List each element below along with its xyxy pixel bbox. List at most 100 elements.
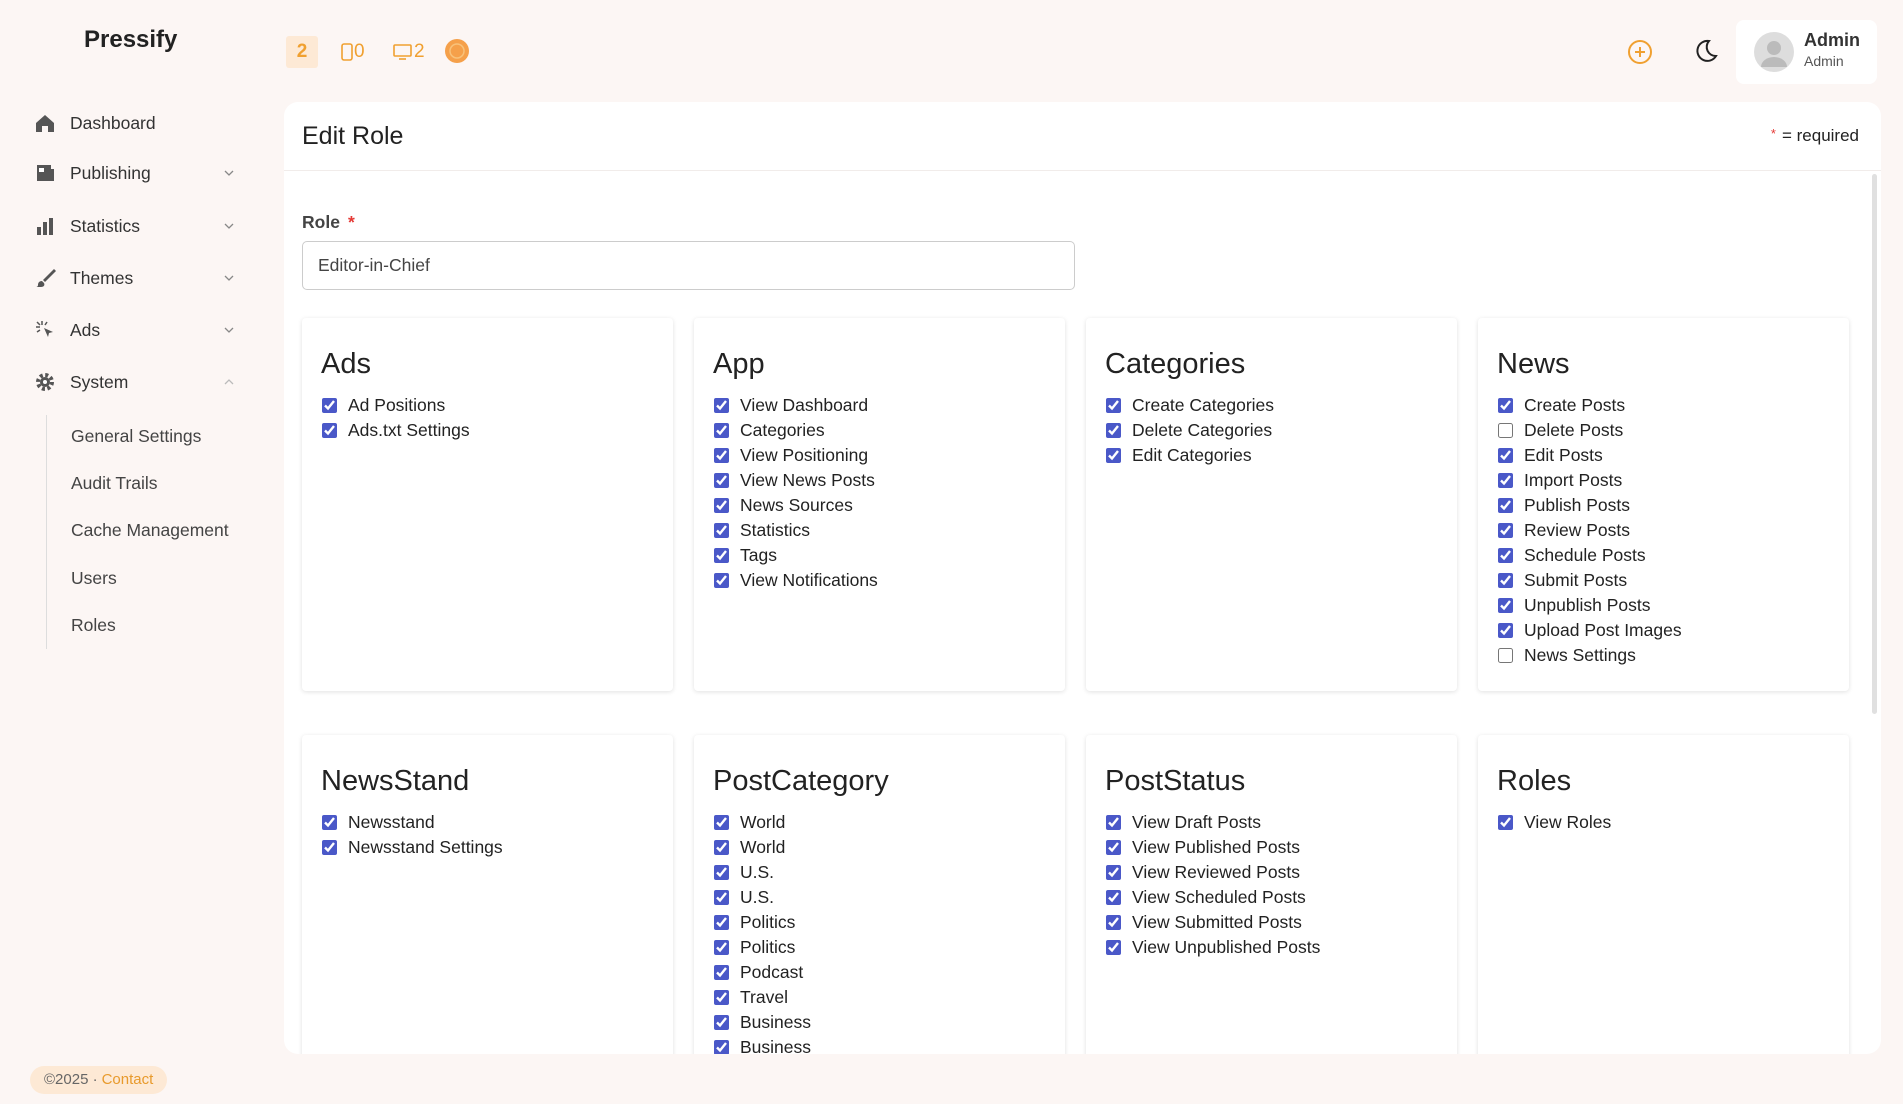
permission-row[interactable]: Politics bbox=[713, 910, 1046, 935]
permission-checkbox[interactable] bbox=[322, 398, 337, 413]
permission-row[interactable]: Business bbox=[713, 1035, 1046, 1054]
brand[interactable]: Pressify bbox=[84, 26, 178, 53]
permission-row[interactable]: Review Posts bbox=[1497, 518, 1830, 543]
permission-row[interactable]: View Dashboard bbox=[713, 393, 1046, 418]
nav-item[interactable]: Themes bbox=[34, 267, 234, 289]
sub-nav-item[interactable]: Users bbox=[71, 568, 117, 588]
permission-row[interactable]: View Positioning bbox=[713, 443, 1046, 468]
permission-row[interactable]: Travel bbox=[713, 985, 1046, 1010]
sub-nav-item[interactable]: Audit Trails bbox=[71, 473, 158, 493]
permission-row[interactable]: Submit Posts bbox=[1497, 568, 1830, 593]
contact-link[interactable]: Contact bbox=[101, 1071, 154, 1088]
permission-row[interactable]: Schedule Posts bbox=[1497, 543, 1830, 568]
permission-checkbox[interactable] bbox=[714, 990, 729, 1005]
mood-icon[interactable] bbox=[444, 38, 470, 64]
sub-nav-item[interactable]: Cache Management bbox=[71, 520, 229, 540]
permission-checkbox[interactable] bbox=[1106, 398, 1121, 413]
permission-checkbox[interactable] bbox=[1106, 865, 1121, 880]
permission-checkbox[interactable] bbox=[1498, 623, 1513, 638]
permission-row[interactable]: News Sources bbox=[713, 493, 1046, 518]
permission-row[interactable]: Business bbox=[713, 1010, 1046, 1035]
permission-checkbox[interactable] bbox=[714, 940, 729, 955]
permission-checkbox[interactable] bbox=[1498, 598, 1513, 613]
permission-checkbox[interactable] bbox=[714, 423, 729, 438]
permission-checkbox[interactable] bbox=[714, 398, 729, 413]
desktop-badge[interactable]: 2 bbox=[392, 36, 425, 68]
permission-row[interactable]: Statistics bbox=[713, 518, 1046, 543]
theme-toggle[interactable] bbox=[1690, 36, 1720, 66]
permission-checkbox[interactable] bbox=[1498, 398, 1513, 413]
permission-row[interactable]: Create Posts bbox=[1497, 393, 1830, 418]
permission-checkbox[interactable] bbox=[1106, 890, 1121, 905]
permission-checkbox[interactable] bbox=[714, 523, 729, 538]
permission-checkbox[interactable] bbox=[1106, 915, 1121, 930]
permission-checkbox[interactable] bbox=[714, 1015, 729, 1030]
permission-checkbox[interactable] bbox=[1106, 940, 1121, 955]
permission-checkbox[interactable] bbox=[714, 1040, 729, 1054]
permission-row[interactable]: Edit Categories bbox=[1105, 443, 1438, 468]
permission-checkbox[interactable] bbox=[714, 840, 729, 855]
sub-nav-item[interactable]: General Settings bbox=[71, 426, 202, 446]
permission-row[interactable]: Ads.txt Settings bbox=[321, 418, 654, 443]
nav-item[interactable]: System bbox=[34, 371, 234, 393]
permission-row[interactable]: View Notifications bbox=[713, 568, 1046, 593]
permission-row[interactable]: View Reviewed Posts bbox=[1105, 860, 1438, 885]
permission-row[interactable]: View News Posts bbox=[713, 468, 1046, 493]
permission-row[interactable]: Import Posts bbox=[1497, 468, 1830, 493]
permission-checkbox[interactable] bbox=[1498, 423, 1513, 438]
nav-item[interactable]: Dashboard bbox=[34, 112, 234, 134]
permission-row[interactable]: View Draft Posts bbox=[1105, 810, 1438, 835]
permission-row[interactable]: Delete Posts bbox=[1497, 418, 1830, 443]
permission-checkbox[interactable] bbox=[714, 815, 729, 830]
permission-checkbox[interactable] bbox=[1498, 498, 1513, 513]
permission-row[interactable]: View Unpublished Posts bbox=[1105, 935, 1438, 960]
role-input[interactable] bbox=[302, 241, 1075, 290]
sub-nav-item[interactable]: Roles bbox=[71, 615, 116, 635]
permission-row[interactable]: View Scheduled Posts bbox=[1105, 885, 1438, 910]
permission-checkbox[interactable] bbox=[714, 498, 729, 513]
permission-checkbox[interactable] bbox=[714, 573, 729, 588]
permission-checkbox[interactable] bbox=[1498, 648, 1513, 663]
permission-checkbox[interactable] bbox=[1498, 548, 1513, 563]
add-button[interactable] bbox=[1625, 37, 1655, 67]
scrollbar[interactable] bbox=[1872, 174, 1877, 714]
permission-row[interactable]: Ad Positions bbox=[321, 393, 654, 418]
permission-row[interactable]: U.S. bbox=[713, 885, 1046, 910]
permission-row[interactable]: Tags bbox=[713, 543, 1046, 568]
mobile-badge[interactable]: 0 bbox=[340, 36, 365, 68]
permission-row[interactable]: Create Categories bbox=[1105, 393, 1438, 418]
permission-checkbox[interactable] bbox=[714, 965, 729, 980]
user-menu[interactable]: Admin Admin bbox=[1736, 20, 1877, 84]
permission-row[interactable]: Newsstand Settings bbox=[321, 835, 654, 860]
permission-checkbox[interactable] bbox=[1498, 448, 1513, 463]
nav-item[interactable]: Publishing bbox=[34, 162, 234, 184]
permission-checkbox[interactable] bbox=[714, 548, 729, 563]
permission-checkbox[interactable] bbox=[322, 815, 337, 830]
permission-row[interactable]: Politics bbox=[713, 935, 1046, 960]
permission-checkbox[interactable] bbox=[1106, 448, 1121, 463]
permission-checkbox[interactable] bbox=[714, 890, 729, 905]
permission-row[interactable]: Publish Posts bbox=[1497, 493, 1830, 518]
permission-row[interactable]: Podcast bbox=[713, 960, 1046, 985]
permission-checkbox[interactable] bbox=[1106, 815, 1121, 830]
permission-row[interactable]: World bbox=[713, 810, 1046, 835]
permission-row[interactable]: News Settings bbox=[1497, 643, 1830, 668]
permission-checkbox[interactable] bbox=[1106, 840, 1121, 855]
permission-row[interactable]: Unpublish Posts bbox=[1497, 593, 1830, 618]
permission-row[interactable]: View Roles bbox=[1497, 810, 1830, 835]
permission-checkbox[interactable] bbox=[1498, 815, 1513, 830]
counter-badge[interactable]: 2 bbox=[286, 36, 318, 68]
permission-checkbox[interactable] bbox=[1106, 423, 1121, 438]
permission-row[interactable]: View Submitted Posts bbox=[1105, 910, 1438, 935]
permission-checkbox[interactable] bbox=[714, 448, 729, 463]
permission-row[interactable]: Upload Post Images bbox=[1497, 618, 1830, 643]
permission-row[interactable]: Categories bbox=[713, 418, 1046, 443]
permission-row[interactable]: World bbox=[713, 835, 1046, 860]
permission-checkbox[interactable] bbox=[322, 840, 337, 855]
permission-checkbox[interactable] bbox=[714, 865, 729, 880]
permission-checkbox[interactable] bbox=[322, 423, 337, 438]
permission-row[interactable]: Newsstand bbox=[321, 810, 654, 835]
permission-checkbox[interactable] bbox=[714, 473, 729, 488]
permission-row[interactable]: Delete Categories bbox=[1105, 418, 1438, 443]
permission-checkbox[interactable] bbox=[1498, 523, 1513, 538]
